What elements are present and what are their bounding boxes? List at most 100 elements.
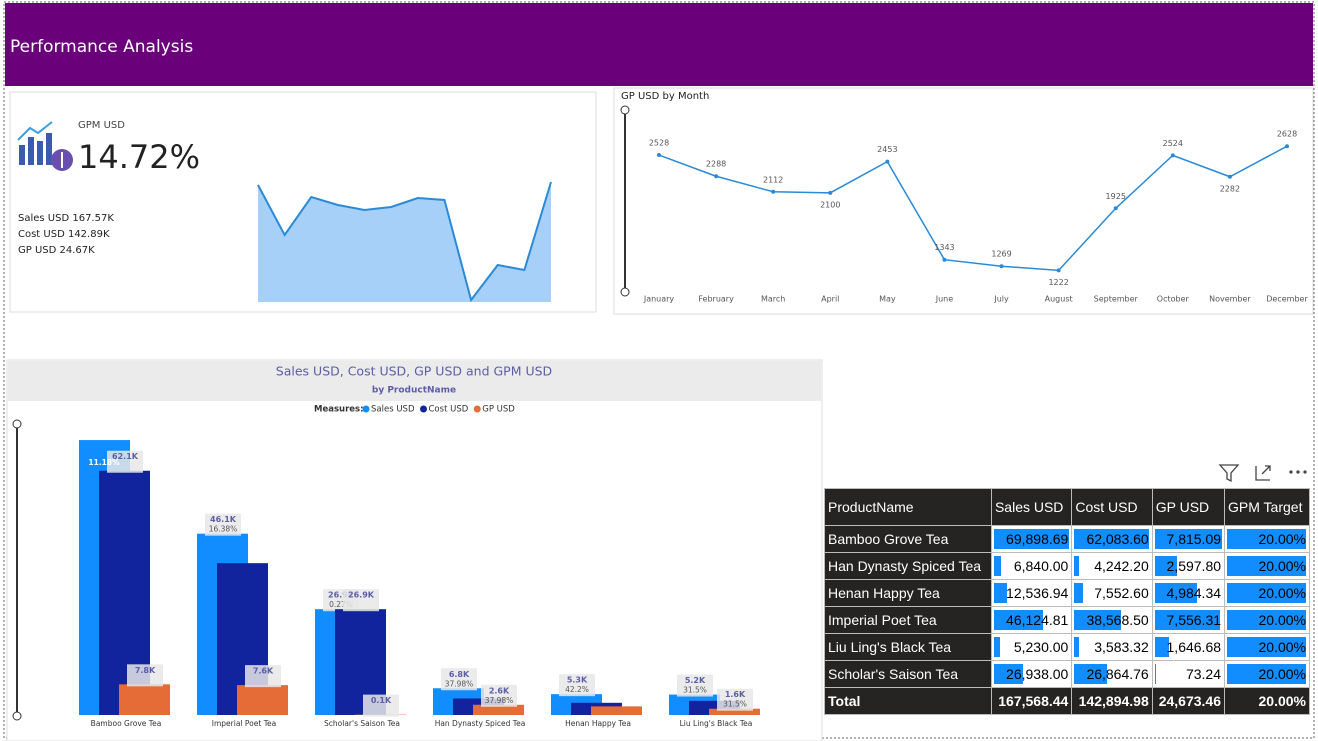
cell-value: 4,984.34 bbox=[1166, 585, 1222, 601]
header-row: ProductName Sales USD Cost USD GP USD GPM Ta… bbox=[824, 488, 1310, 526]
cell-value: 62,083.60 bbox=[1086, 531, 1149, 547]
cell-value: 38,568.50 bbox=[1086, 612, 1149, 628]
data-label: 26.9K bbox=[328, 591, 355, 600]
data-label: 2524 bbox=[1163, 139, 1183, 148]
kpi-detail: GP USD 24.67K bbox=[18, 245, 95, 256]
data-label: 2100 bbox=[820, 200, 840, 209]
slider[interactable] bbox=[620, 105, 630, 297]
label-box bbox=[441, 668, 477, 691]
data-bar bbox=[1074, 664, 1107, 684]
point bbox=[1285, 144, 1289, 149]
data-bar bbox=[1227, 529, 1306, 549]
data-label: 5.3K bbox=[567, 676, 588, 685]
data-bar bbox=[1227, 637, 1306, 657]
cell: 4,242.20 bbox=[1071, 552, 1153, 580]
x-tick-label: June bbox=[935, 295, 954, 304]
cell: 20.00% bbox=[1224, 579, 1310, 607]
x-tick-label: Scholar's Saison Tea bbox=[324, 719, 400, 728]
data-bar bbox=[1074, 556, 1080, 576]
bar-card-header bbox=[8, 361, 821, 401]
point bbox=[1056, 268, 1061, 273]
cell: 20.00% bbox=[1224, 552, 1310, 580]
legend-title: Measures: bbox=[314, 405, 364, 415]
table-row: Imperial Poet Tea 46,124.81 38,568.50 7,556… bbox=[824, 606, 1310, 634]
point bbox=[657, 153, 661, 158]
total-cell: 142,894.98 bbox=[1071, 687, 1153, 715]
cell: 20.00% bbox=[1224, 525, 1310, 553]
x-tick-label: October bbox=[1157, 295, 1190, 304]
gpm-label: 0.27% bbox=[329, 600, 353, 609]
point bbox=[1170, 153, 1175, 158]
cell: 6,840.00 bbox=[990, 552, 1073, 580]
point bbox=[999, 264, 1004, 269]
cell-value: 7,815.09 bbox=[1166, 531, 1222, 547]
data-bar bbox=[1227, 664, 1306, 684]
visual-toolbar[interactable] bbox=[1218, 464, 1307, 483]
data-bar bbox=[993, 556, 1002, 576]
legend-label: GP USD bbox=[482, 405, 515, 415]
cell: 46,124.81 bbox=[990, 606, 1073, 634]
cell-value: 5,230.00 bbox=[1013, 639, 1069, 655]
chart-title: Sales USD, Cost USD, GP USD and GPM USD bbox=[276, 364, 552, 379]
x-tick-label: April bbox=[821, 295, 839, 304]
cell: 73.24 bbox=[1151, 660, 1226, 688]
data-bar bbox=[1074, 610, 1121, 630]
cell: 7,552.60 bbox=[1071, 579, 1153, 607]
label-box bbox=[559, 674, 595, 697]
chart-subtitle: by ProductName bbox=[372, 386, 456, 396]
data-label: 2.6K bbox=[489, 686, 510, 695]
data-bar bbox=[1227, 610, 1306, 630]
gpm-label: 11.18% bbox=[88, 458, 120, 467]
label-box bbox=[717, 688, 753, 711]
total-cell: Total bbox=[824, 687, 992, 715]
cell-value: 7,556.31 bbox=[1166, 612, 1222, 628]
column-header: GP USD bbox=[1151, 488, 1226, 526]
label-box bbox=[205, 513, 241, 536]
table-row: Henan Happy Tea 12,536.94 7,552.60 4,984.34… bbox=[824, 579, 1310, 607]
data-bar bbox=[1074, 529, 1149, 549]
header-bar bbox=[5, 3, 1313, 86]
data-label: 46.1K bbox=[210, 515, 237, 524]
cell-value: 69,898.69 bbox=[1006, 531, 1069, 547]
cell: 62,083.60 bbox=[1071, 525, 1153, 553]
cell-value: 26,938.00 bbox=[1006, 666, 1069, 682]
data-label: 0.1K bbox=[371, 696, 392, 705]
gpm-label: 37.98% bbox=[485, 696, 514, 705]
x-tick-label: December bbox=[1266, 295, 1308, 304]
x-tick-label: Han Dynasty Spiced Tea bbox=[435, 719, 526, 728]
data-label: 2112 bbox=[763, 175, 783, 184]
line bbox=[658, 145, 1288, 272]
point bbox=[1113, 206, 1118, 211]
data-label: 2528 bbox=[649, 139, 669, 148]
gpm-label: 31.5% bbox=[683, 686, 707, 695]
point bbox=[942, 257, 947, 262]
table-row: Bamboo Grove Tea 69,898.69 62,083.60 7,815.… bbox=[824, 525, 1310, 553]
line-card bbox=[613, 87, 1314, 315]
slider[interactable] bbox=[12, 419, 22, 721]
data-bar bbox=[1154, 664, 1156, 684]
data-label: 5.2K bbox=[685, 676, 706, 685]
data-bar bbox=[993, 637, 1000, 657]
cell-value: 46,124.81 bbox=[1006, 612, 1069, 628]
x-tick-label: March bbox=[761, 295, 785, 304]
cell-value: 1,646.68 bbox=[1166, 639, 1222, 655]
cell-value: 12,536.94 bbox=[1006, 585, 1069, 601]
x-tick-label: February bbox=[698, 295, 734, 304]
row-label: Henan Happy Tea bbox=[824, 579, 992, 607]
x-tick-label: January bbox=[643, 295, 675, 304]
cell: 4,984.34 bbox=[1151, 579, 1226, 607]
data-bar bbox=[1154, 556, 1177, 576]
data-label: 7.8K bbox=[135, 666, 156, 675]
cell: 20.00% bbox=[1224, 633, 1310, 661]
cell-value: 20.00% bbox=[1258, 612, 1306, 628]
cell: 7,556.31 bbox=[1151, 606, 1226, 634]
cell: 1,646.68 bbox=[1151, 633, 1226, 661]
data-bar bbox=[1074, 637, 1079, 657]
kpi-detail: Cost USD 142.89K bbox=[18, 229, 110, 240]
cell: 38,568.50 bbox=[1071, 606, 1153, 634]
column-header: GPM Target bbox=[1224, 488, 1310, 526]
data-label: 7.6K bbox=[253, 667, 274, 676]
cell-value: 20.00% bbox=[1258, 585, 1306, 601]
total-cell: 24,673.46 bbox=[1151, 687, 1226, 715]
